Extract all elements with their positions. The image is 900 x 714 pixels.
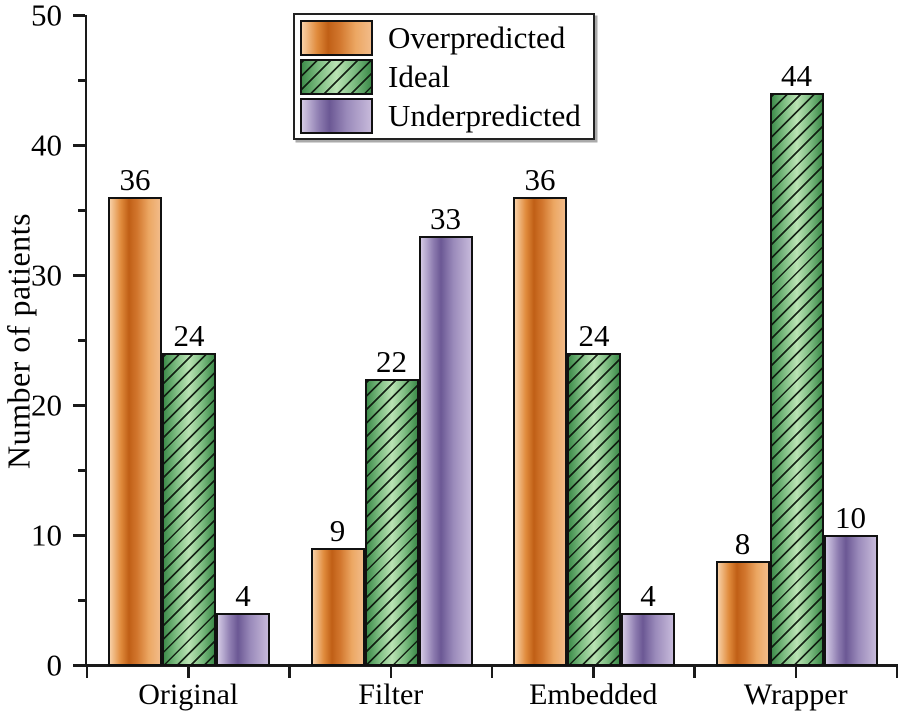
bar-underpredicted-original <box>216 613 270 666</box>
bar-overpredicted-wrapper <box>715 561 770 666</box>
bar-underpredicted-embedded <box>621 613 675 666</box>
y-tick-label: 0 <box>46 647 63 683</box>
bar-ideal-original <box>162 353 216 666</box>
x-boundary-tick <box>895 666 899 678</box>
x-center-tick <box>592 666 595 678</box>
bar-ideal-wrapper <box>769 93 824 666</box>
x-category-label: Original <box>138 678 239 711</box>
y-tick-label: 50 <box>31 0 62 33</box>
x-category-label: Filter <box>358 678 424 711</box>
y-major-tick <box>72 274 85 277</box>
y-minor-tick <box>77 79 85 82</box>
bar-value-label: 22 <box>376 344 407 379</box>
y-major-tick <box>72 534 85 537</box>
bar-underpredicted-wrapper <box>823 535 878 666</box>
bar-value-label: 36 <box>524 162 556 197</box>
y-major-tick <box>72 14 85 17</box>
bar-overpredicted-filter <box>310 548 365 666</box>
legend-label: Underpredicted <box>388 98 581 133</box>
legend-swatch-overpredicted <box>300 19 373 56</box>
bar-value-label: 9 <box>329 513 346 548</box>
bar-value-label: 10 <box>835 500 866 535</box>
y-minor-tick <box>77 209 85 212</box>
legend: Overpredicted Ideal Underpredicted <box>293 13 595 140</box>
bar-ideal-embedded <box>567 353 621 666</box>
legend-swatch-ideal <box>300 58 373 95</box>
y-major-tick <box>72 404 85 407</box>
bar-value-label: 33 <box>430 201 461 236</box>
y-tick-label: 30 <box>31 257 62 293</box>
x-category-label: Embedded <box>529 678 658 711</box>
y-axis-title: Number of patients <box>0 212 37 470</box>
y-tick-label: 40 <box>31 127 62 163</box>
x-center-tick <box>187 666 190 678</box>
x-boundary-tick <box>288 666 291 678</box>
x-category-label: Wrapper <box>743 678 848 711</box>
y-minor-tick <box>77 339 85 342</box>
bar-value-label: 24 <box>578 318 610 353</box>
x-boundary-tick <box>490 666 494 678</box>
bar-value-label: 8 <box>734 526 751 561</box>
bar-value-label: 24 <box>173 318 205 353</box>
legend-item: Underpredicted <box>299 97 589 134</box>
bar-value-label: 36 <box>119 162 151 197</box>
y-minor-tick <box>77 599 85 602</box>
bar-value-label: 44 <box>781 58 812 93</box>
bar-overpredicted-embedded <box>513 197 567 666</box>
legend-label: Overpredicted <box>388 20 566 55</box>
y-tick-label: 20 <box>31 387 62 423</box>
legend-label: Ideal <box>388 59 450 94</box>
x-boundary-tick <box>85 666 89 678</box>
x-center-tick <box>794 666 797 678</box>
legend-item: Ideal <box>299 58 589 95</box>
bar-ideal-filter <box>364 379 419 666</box>
bar-value-label: 4 <box>640 578 656 613</box>
legend-item: Overpredicted <box>299 19 589 56</box>
x-center-tick <box>389 666 392 678</box>
bar-underpredicted-filter <box>418 236 473 666</box>
x-boundary-tick <box>693 666 696 678</box>
legend-swatch-underpredicted <box>300 97 373 134</box>
y-minor-tick <box>77 469 85 472</box>
y-major-tick <box>72 664 85 667</box>
bar-overpredicted-original <box>108 197 162 666</box>
y-axis <box>84 15 87 667</box>
y-major-tick <box>72 144 85 147</box>
bar-value-label: 4 <box>235 578 251 613</box>
y-tick-label: 10 <box>31 517 62 553</box>
x-axis <box>72 664 898 667</box>
